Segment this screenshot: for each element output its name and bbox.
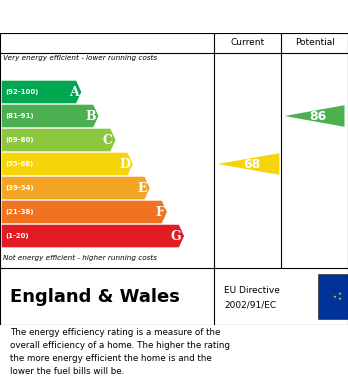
Text: (21-38): (21-38): [5, 209, 34, 215]
Text: Current: Current: [230, 38, 265, 47]
Text: (1-20): (1-20): [5, 233, 29, 239]
Text: ★: ★: [337, 292, 341, 296]
Text: The energy efficiency rating is a measure of the
overall efficiency of a home. T: The energy efficiency rating is a measur…: [10, 328, 230, 376]
Text: (39-54): (39-54): [5, 185, 34, 191]
Text: 86: 86: [309, 109, 327, 122]
Text: Potential: Potential: [295, 38, 334, 47]
Text: Very energy efficient - lower running costs: Very energy efficient - lower running co…: [3, 55, 158, 61]
Text: (55-68): (55-68): [5, 161, 33, 167]
Text: EU Directive: EU Directive: [224, 286, 280, 295]
Text: (81-91): (81-91): [5, 113, 34, 119]
Text: ★: ★: [333, 294, 337, 298]
Text: (69-80): (69-80): [5, 137, 34, 143]
Polygon shape: [2, 129, 116, 151]
Polygon shape: [2, 81, 81, 103]
Text: 2002/91/EC: 2002/91/EC: [224, 301, 277, 310]
Polygon shape: [2, 201, 167, 223]
Text: B: B: [85, 109, 96, 122]
Polygon shape: [2, 105, 98, 127]
Text: E: E: [137, 181, 147, 194]
Text: A: A: [69, 86, 79, 99]
Text: England & Wales: England & Wales: [10, 287, 180, 305]
Polygon shape: [2, 225, 184, 248]
Polygon shape: [2, 153, 133, 175]
Text: 68: 68: [243, 158, 261, 170]
Polygon shape: [2, 177, 150, 199]
Text: Energy Efficiency Rating: Energy Efficiency Rating: [10, 9, 220, 24]
Text: G: G: [171, 230, 181, 242]
Text: ★: ★: [337, 297, 341, 301]
Polygon shape: [218, 153, 279, 175]
Polygon shape: [285, 105, 345, 127]
Text: D: D: [119, 158, 130, 170]
Text: F: F: [155, 206, 164, 219]
Text: C: C: [103, 133, 113, 147]
FancyBboxPatch shape: [318, 274, 348, 319]
Text: Not energy efficient - higher running costs: Not energy efficient - higher running co…: [3, 255, 158, 261]
Text: (92-100): (92-100): [5, 89, 39, 95]
